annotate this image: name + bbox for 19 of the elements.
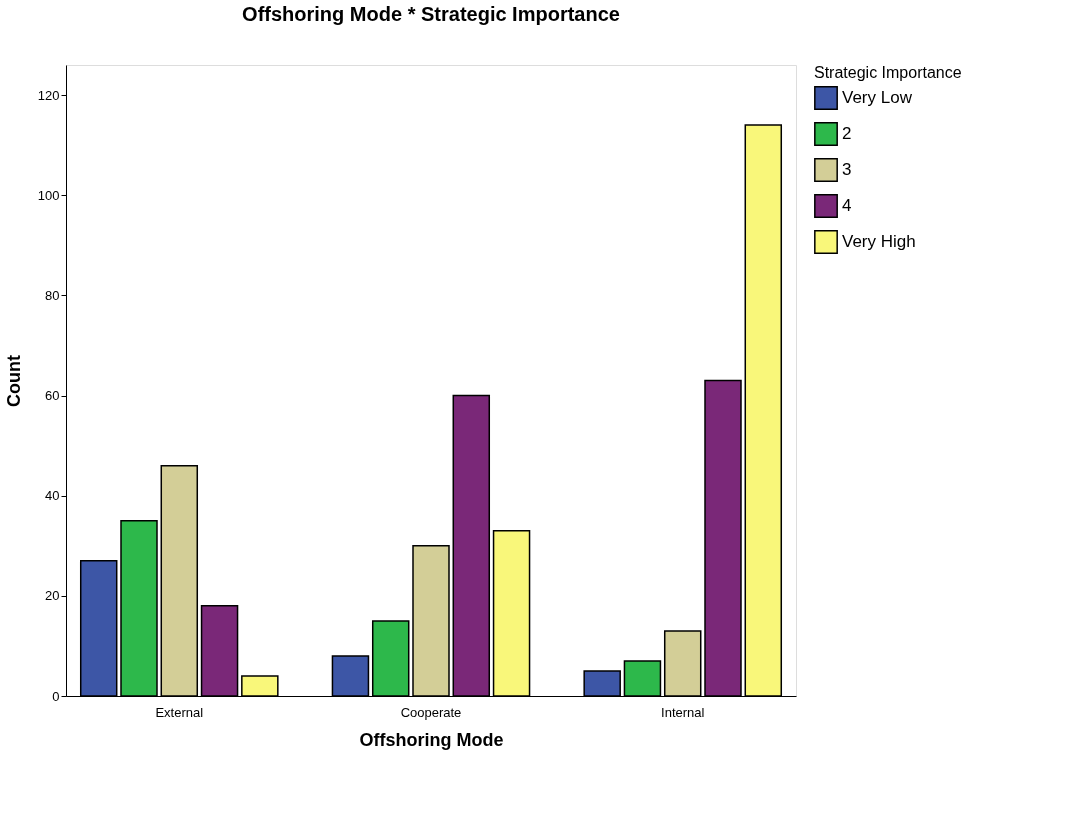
x-tick-label: External: [155, 704, 204, 720]
x-tick-label: Internal: [661, 704, 705, 720]
x-axis-title: Offshoring Mode: [359, 729, 504, 750]
legend-label: 2: [842, 124, 852, 143]
legend-label: 4: [842, 196, 852, 215]
y-tick-label: 0: [52, 688, 60, 704]
chart-title: Offshoring Mode * Strategic Importance: [242, 3, 620, 25]
y-tick-label: 20: [45, 588, 60, 604]
y-tick-label: 100: [37, 187, 60, 203]
y-tick-label: 40: [45, 488, 60, 504]
x-tick-label: Cooperate: [400, 704, 462, 720]
legend-label: Very High: [842, 232, 916, 251]
y-tick-label: 120: [37, 87, 60, 103]
legend-label: Very Low: [842, 88, 913, 107]
y-tick-label: 60: [45, 388, 60, 404]
legend-label: 3: [842, 160, 852, 179]
legend-title: Strategic Importance: [814, 64, 962, 81]
y-axis-title: Count: [3, 355, 24, 407]
y-tick-label: 80: [45, 287, 60, 303]
